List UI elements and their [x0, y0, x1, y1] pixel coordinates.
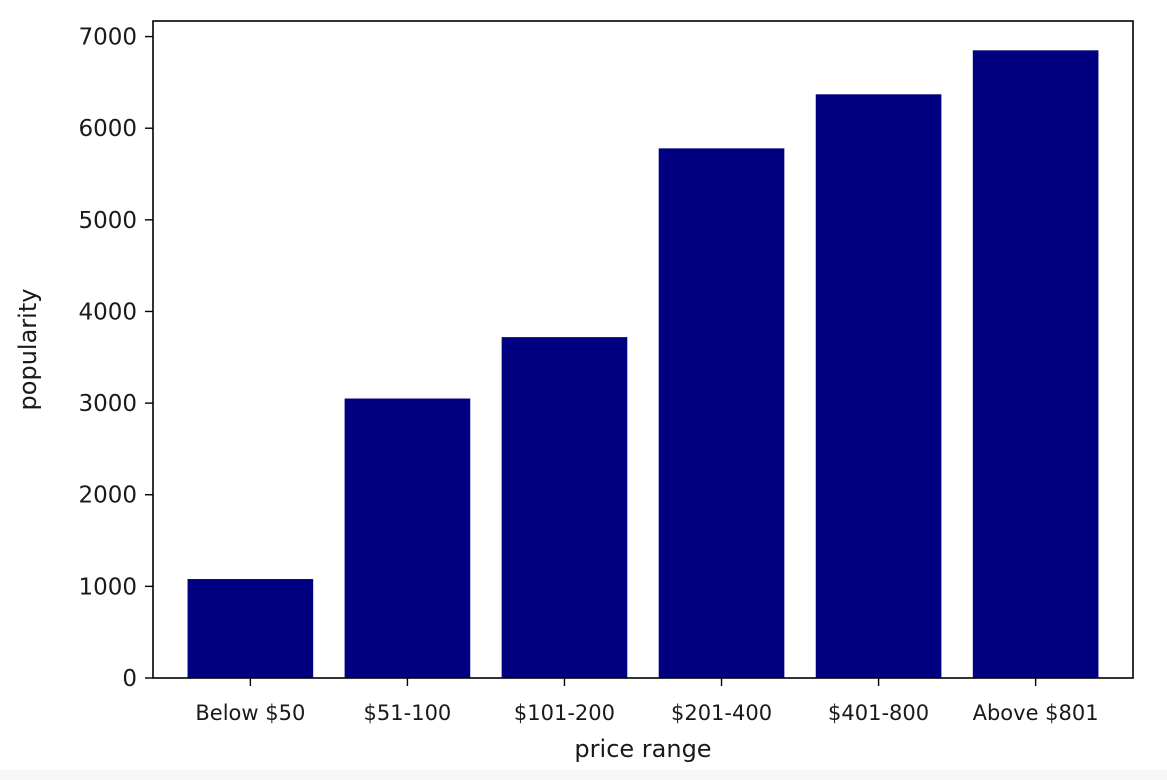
x-tick-label: $201-400: [671, 701, 772, 725]
y-tick-label: 2000: [78, 483, 137, 509]
y-tick-label: 6000: [78, 116, 137, 142]
y-tick-label: 1000: [78, 574, 137, 600]
x-tick-label: Above $801: [973, 701, 1099, 725]
bars-group: [187, 50, 1099, 679]
x-tick-label: $401-800: [828, 701, 929, 725]
y-tick-label: 0: [122, 666, 137, 692]
x-tick-label: $101-200: [514, 701, 615, 725]
bar-6: [972, 50, 1099, 679]
y-axis-label: popularity: [14, 289, 42, 411]
y-tick-label: 3000: [78, 391, 137, 417]
bar-3: [501, 337, 628, 678]
y-tick-label: 5000: [78, 208, 137, 234]
x-axis-label: price range: [574, 735, 711, 763]
y-tick-label: 4000: [78, 299, 137, 325]
x-tick-label: Below $50: [195, 701, 305, 725]
y-tick-label: 7000: [78, 25, 137, 51]
bar-5: [815, 94, 942, 679]
y-axis: 0 1000 2000 3000 4000 5000 6000 7000: [78, 25, 153, 692]
bar-1: [187, 579, 314, 678]
x-axis: Below $50 $51-100 $101-200 $201-400 $401-800…: [195, 678, 1099, 725]
bar-4: [658, 148, 785, 679]
plot-frame: [152, 20, 1134, 679]
bar-2: [344, 398, 471, 678]
x-tick-label: $51-100: [364, 701, 452, 725]
